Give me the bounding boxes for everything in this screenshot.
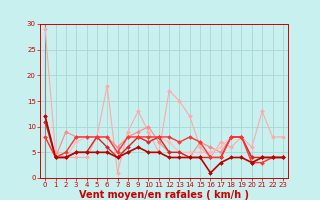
X-axis label: Vent moyen/en rafales ( km/h ): Vent moyen/en rafales ( km/h ) [79,190,249,200]
